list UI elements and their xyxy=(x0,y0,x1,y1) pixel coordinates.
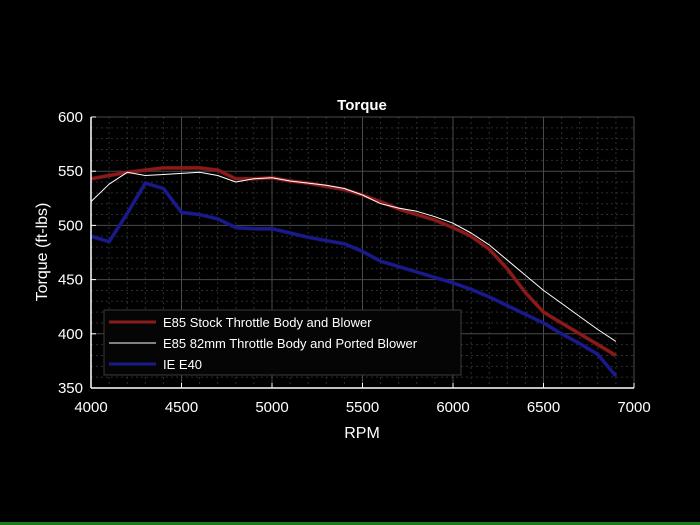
x-tick-label: 4000 xyxy=(74,399,107,416)
legend-label: IE E40 xyxy=(163,357,202,372)
legend-label: E85 82mm Throttle Body and Ported Blower xyxy=(163,336,418,351)
x-tick-labels: 4000 4500 5000 5500 6000 6500 7000 xyxy=(74,399,650,416)
chart-title: Torque xyxy=(337,97,387,114)
series-line xyxy=(90,181,618,378)
series-line xyxy=(90,166,617,357)
legend-box xyxy=(103,309,462,376)
x-tick-label: 5000 xyxy=(255,399,288,416)
x-tick-label: 5500 xyxy=(346,399,379,416)
axes xyxy=(90,116,635,389)
y-tick-labels: 350 400 450 500 550 600 xyxy=(58,109,83,397)
y-tick-label: 500 xyxy=(58,217,83,234)
y-axis-label: Torque (ft-lbs) xyxy=(34,203,51,302)
plot-series xyxy=(90,165,618,378)
y-tick-label: 600 xyxy=(58,109,83,126)
y-tick-label: 450 xyxy=(58,272,83,289)
x-tick-label: 7000 xyxy=(617,399,650,416)
x-axis-label: RPM xyxy=(344,425,380,442)
y-tick-label: 350 xyxy=(58,380,83,397)
x-tick-label: 6000 xyxy=(436,399,469,416)
x-tick-label: 6500 xyxy=(527,399,560,416)
y-tick-label: 400 xyxy=(58,326,83,343)
x-tick-label: 4500 xyxy=(165,399,198,416)
legend-label: E85 Stock Throttle Body and Blower xyxy=(163,315,372,330)
series-line xyxy=(90,171,617,342)
bottom-status-bar xyxy=(0,522,700,525)
legend: E85 Stock Throttle Body and Blower E85 82… xyxy=(103,309,462,376)
y-tick-label: 550 xyxy=(58,163,83,180)
